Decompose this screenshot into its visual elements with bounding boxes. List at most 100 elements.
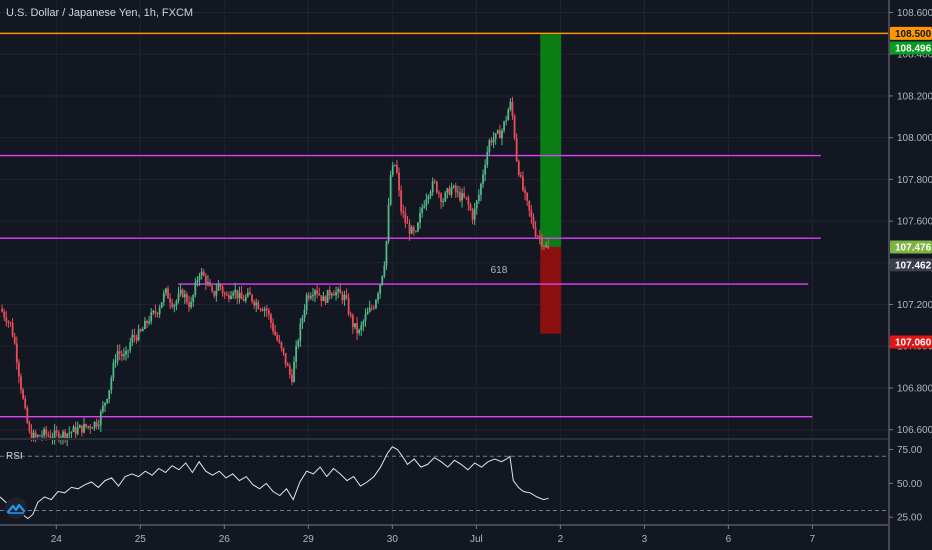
candle-body (477, 194, 480, 201)
candle-body (314, 290, 316, 296)
candle-body (438, 192, 440, 194)
candle-body (522, 176, 524, 191)
candle-body (534, 227, 537, 237)
candle-body (414, 230, 417, 232)
price-tag-label: 107.462 (895, 260, 932, 271)
candle-body (524, 190, 526, 194)
candle-body (244, 296, 247, 302)
candle-body (18, 362, 20, 377)
candle-body (91, 428, 94, 429)
candle-body (532, 217, 535, 228)
candle-body (204, 275, 207, 284)
candle-body (62, 431, 64, 438)
candle-body (118, 351, 121, 354)
candle-body (408, 223, 411, 234)
candle-body (435, 181, 438, 193)
long-position-tool[interactable] (540, 34, 562, 334)
candle-body (120, 353, 123, 357)
candle-body (255, 302, 258, 306)
candle-body (127, 350, 130, 352)
time-tick-label: Jul (470, 534, 483, 545)
candle-body (253, 301, 256, 306)
time-tick-label: 24 (51, 534, 63, 545)
candle-body (78, 425, 81, 428)
candle-body (356, 323, 358, 334)
price-tag-label: 108.500 (895, 29, 932, 40)
time-tick-label: 2 (558, 534, 564, 545)
candle-body (64, 431, 67, 439)
candle-body (192, 295, 195, 302)
chart-title: U.S. Dollar / Japanese Yen, 1h, FXCM (6, 7, 194, 19)
candle-body (461, 193, 463, 201)
time-tick-label: 3 (642, 534, 648, 545)
candle-body (160, 302, 163, 308)
rsi-line (0, 446, 549, 520)
candle-body (515, 137, 518, 162)
grid (0, 0, 888, 524)
tradingview-logo-icon[interactable] (5, 497, 27, 519)
candle-body (354, 323, 356, 328)
candle-body (385, 241, 388, 266)
candle-body (278, 340, 281, 343)
candle-body (156, 313, 159, 315)
candle-body (123, 354, 125, 357)
candle-body (459, 191, 461, 201)
candle-body (379, 284, 382, 294)
candle-body (24, 398, 27, 408)
candle-body (456, 191, 459, 193)
candle-body (45, 429, 48, 435)
candle-body (333, 293, 335, 296)
candle-body (175, 300, 178, 306)
candle-body (383, 265, 386, 276)
candle-body (547, 245, 550, 249)
candle-body (465, 197, 468, 198)
candle-body (448, 188, 451, 195)
candle-body (301, 317, 304, 324)
candle-body (282, 348, 285, 354)
candle-body (324, 296, 327, 303)
candle-body (270, 314, 272, 323)
candle-body (307, 295, 310, 299)
candle-body (20, 376, 22, 390)
candle-body (347, 298, 350, 315)
candle-body (249, 292, 251, 295)
price-tag (890, 335, 932, 349)
candle-body (431, 181, 434, 193)
candle-body (131, 335, 134, 343)
price-tag (890, 26, 932, 40)
candle-body (362, 321, 365, 326)
candle-body (167, 288, 169, 299)
candle-body (5, 317, 8, 323)
candle-body (322, 296, 325, 302)
candle-body (238, 292, 241, 299)
candle-body (209, 282, 211, 287)
candle-body (116, 351, 119, 361)
stop-zone[interactable] (540, 246, 562, 334)
time-tick-label: 25 (135, 534, 147, 545)
price-axis-bg (889, 0, 932, 550)
price-tag-label: 107.476 (895, 242, 932, 253)
candle-body (364, 314, 367, 322)
candle-body (81, 425, 83, 433)
candle-body (32, 432, 35, 440)
horizontal-levels[interactable] (0, 32, 888, 418)
candle-body (106, 398, 109, 403)
candle-body (288, 365, 291, 375)
candle-body (259, 309, 262, 310)
candle-body (57, 432, 60, 440)
candle-body (519, 174, 522, 177)
candle-body (402, 211, 405, 214)
time-tick-label: 7 (810, 534, 816, 545)
candle-body (337, 289, 340, 292)
time-tick-label: 6 (726, 534, 732, 545)
candle-body (7, 322, 10, 323)
candle-body (501, 130, 503, 139)
target-zone[interactable] (540, 34, 562, 247)
candle-body (303, 310, 306, 318)
candle-body (76, 427, 79, 434)
candle-body (396, 164, 398, 173)
candle-body (366, 311, 369, 315)
candle-body (177, 293, 180, 301)
candle-body (28, 422, 31, 431)
